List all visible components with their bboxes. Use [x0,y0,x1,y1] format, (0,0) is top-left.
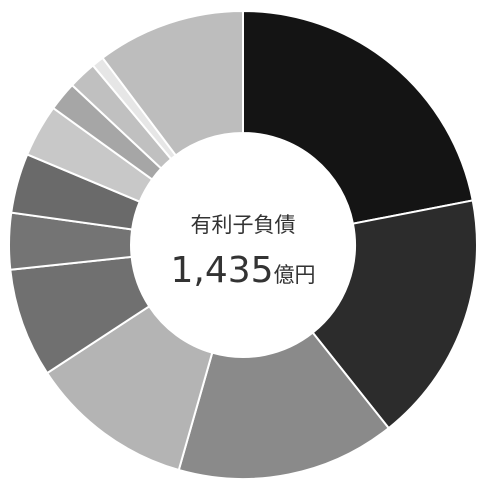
slices [8,9,477,480]
slice [242,9,474,225]
slice [101,9,244,157]
total-unit: 億円 [274,263,316,287]
center-label: 有利子負債 [191,213,296,237]
slice [311,199,477,430]
total-value: 1,435 [170,250,273,291]
center-total: 1,435億円 [170,250,315,291]
slice [177,331,391,480]
